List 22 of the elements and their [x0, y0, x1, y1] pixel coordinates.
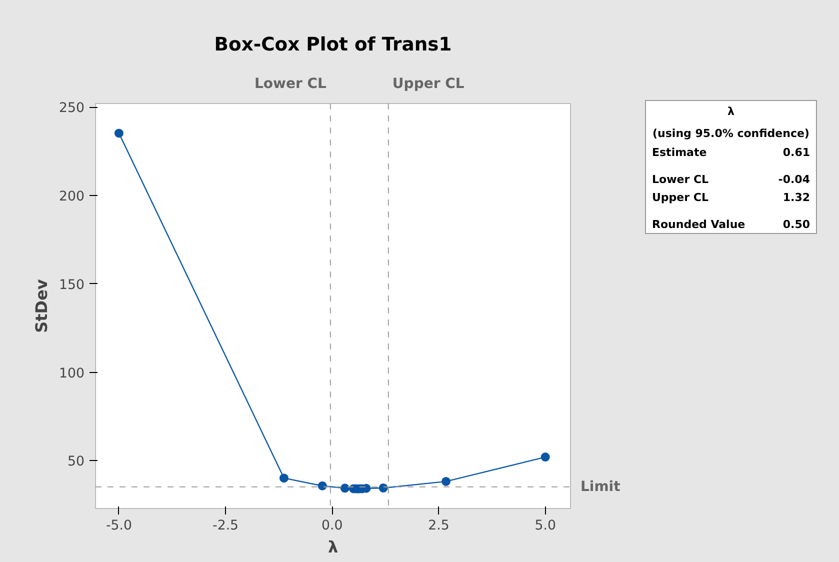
x-tick-label: -2.5 — [212, 518, 239, 534]
text: Lower CL -0.04 — [652, 173, 810, 186]
text: (using 95.0% confidence) — [652, 126, 810, 142]
ref-line-label: Upper CL — [392, 76, 464, 92]
y-tick-label: 250 — [59, 101, 85, 116]
x-axis-title: λ — [328, 538, 338, 556]
chart-title: Box-Cox Plot of Trans1 — [214, 34, 452, 56]
y-axis-title: StDev — [32, 278, 52, 333]
y-tick-label: 150 — [59, 278, 85, 293]
y-tick-label: 100 — [59, 366, 85, 382]
y-tick-label: 200 — [59, 189, 85, 204]
ref-line-label: Limit — [580, 478, 621, 495]
text: Estimate 0.61 — [652, 146, 810, 160]
ref-line-label: Lower CL — [254, 76, 327, 92]
text: Upper CL 1.32 — [652, 190, 810, 204]
x-tick-label: 0.0 — [322, 518, 343, 534]
text: Rounded Value 0.50 — [652, 218, 810, 231]
y-tick-label: 50 — [68, 454, 85, 470]
x-tick-label: 5.0 — [534, 518, 556, 534]
x-tick-label: 2.5 — [428, 518, 450, 534]
text: λ — [726, 104, 736, 120]
x-tick-label: -5.0 — [106, 518, 132, 534]
